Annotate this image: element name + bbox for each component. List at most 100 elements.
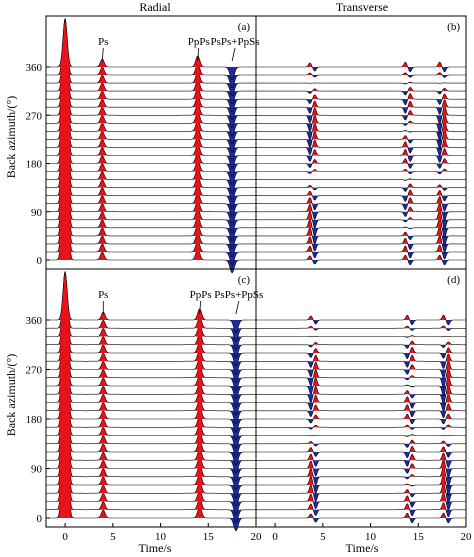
trace-negative-fill: [256, 460, 466, 468]
trace-negative-fill: [46, 435, 256, 449]
trace-positive-fill: [256, 474, 466, 485]
trace-baz-210: [256, 393, 466, 412]
trace-positive-fill: [256, 360, 466, 370]
trace-negative-fill: [256, 147, 466, 157]
y-tick-label: 0: [37, 513, 43, 525]
trace-line: [46, 271, 256, 383]
trace-baz-330: [256, 335, 466, 338]
trace-baz-90: [46, 18, 256, 226]
trace-negative-fill: [46, 427, 256, 441]
trace-line: [46, 271, 256, 532]
trace-baz-0: [256, 254, 466, 266]
x-tick-label: 10: [365, 531, 377, 543]
trace-positive-fill: [46, 272, 256, 345]
trace-line: [256, 168, 466, 175]
trace-line: [46, 18, 256, 145]
trace-negative-fill: [256, 123, 466, 134]
trace-baz-300: [256, 93, 466, 106]
trace-line: [256, 346, 466, 360]
trace-line: [46, 271, 256, 474]
trace-baz-75: [256, 466, 466, 488]
trace-baz-180: [256, 413, 466, 425]
trace-negative-fill: [46, 485, 256, 498]
trace-line: [46, 18, 256, 97]
trace-positive-fill: [256, 335, 466, 337]
trace-negative-fill: [46, 410, 256, 424]
trace-negative-fill: [256, 107, 466, 115]
trace-negative-fill: [256, 219, 466, 230]
trace-baz-255: [256, 367, 466, 389]
trace-negative-fill: [256, 260, 466, 265]
trace-baz-210: [256, 138, 466, 157]
trace-baz-15: [256, 502, 466, 518]
trace-line: [46, 18, 256, 217]
trace-line: [46, 18, 256, 209]
phase-leader: [231, 47, 236, 62]
trace-negative-fill: [256, 155, 466, 163]
trace-line: [256, 225, 466, 247]
trace-baz-315: [256, 86, 466, 96]
x-axis-label-left: Time/s: [139, 541, 172, 555]
trace-line: [256, 158, 466, 169]
trace-baz-360: [256, 61, 466, 73]
trace-positive-fill: [256, 393, 466, 403]
trace-negative-fill: [256, 131, 466, 142]
trace-negative-fill: [46, 131, 256, 145]
trace-negative-fill: [256, 386, 466, 397]
x-tick-label: 10: [155, 531, 167, 543]
trace-baz-255: [256, 112, 466, 134]
trace-line: [46, 271, 256, 441]
trace-line: [46, 18, 256, 274]
trace-negative-fill: [256, 443, 466, 448]
trace-baz-225: [256, 384, 466, 405]
x-tick-label: 0: [62, 531, 68, 543]
trace-line: [46, 18, 256, 193]
trace-line: [46, 18, 256, 153]
trace-baz-105: [256, 452, 466, 469]
trace-line: [256, 72, 466, 78]
trace-line: [256, 129, 466, 150]
trace-baz-120: [256, 189, 466, 202]
trace-negative-fill: [46, 509, 256, 523]
trace-positive-fill: [46, 272, 256, 362]
trace-positive-fill: [256, 375, 466, 386]
trace-line: [256, 439, 466, 448]
trace-positive-fill: [46, 272, 256, 510]
trace-negative-fill: [46, 260, 256, 273]
trace-line: [46, 17, 256, 113]
trace-positive-fill: [46, 19, 256, 236]
trace-line: [46, 270, 256, 359]
y-tick-label: 90: [31, 464, 43, 476]
trace-baz-60: [46, 271, 256, 499]
trace-baz-60: [256, 474, 466, 496]
trace-baz-15: [256, 244, 466, 260]
trace-positive-fill: [46, 19, 256, 84]
trace-line: [256, 483, 466, 504]
trace-negative-fill: [46, 123, 256, 137]
trace-negative-fill: [256, 115, 466, 125]
trace-negative-fill: [256, 75, 466, 78]
trace-line: [46, 18, 256, 258]
trace-line: [46, 18, 256, 233]
trace-line: [256, 474, 466, 496]
trace-positive-fill: [256, 347, 466, 353]
trace-positive-fill: [256, 202, 466, 212]
trace-baz-360: [256, 314, 466, 326]
trace-line: [46, 18, 256, 226]
y-tick-label: 0: [37, 255, 43, 267]
trace-positive-fill: [256, 217, 466, 228]
trace-baz-330: [256, 81, 466, 85]
trace-baz-30: [46, 271, 256, 515]
trace-positive-fill: [46, 19, 256, 108]
trace-line: [46, 271, 256, 482]
trace-line: [256, 393, 466, 412]
trace-line: [46, 271, 256, 449]
panel-frame: [45, 268, 257, 528]
trace-line: [256, 424, 466, 430]
trace-line: [46, 18, 256, 250]
trace-negative-fill: [256, 410, 466, 418]
x-tick-label: 5: [110, 531, 116, 543]
column-title-radial: Radial: [139, 0, 171, 14]
trace-baz-90: [256, 202, 466, 222]
trace-negative-fill: [46, 394, 256, 408]
